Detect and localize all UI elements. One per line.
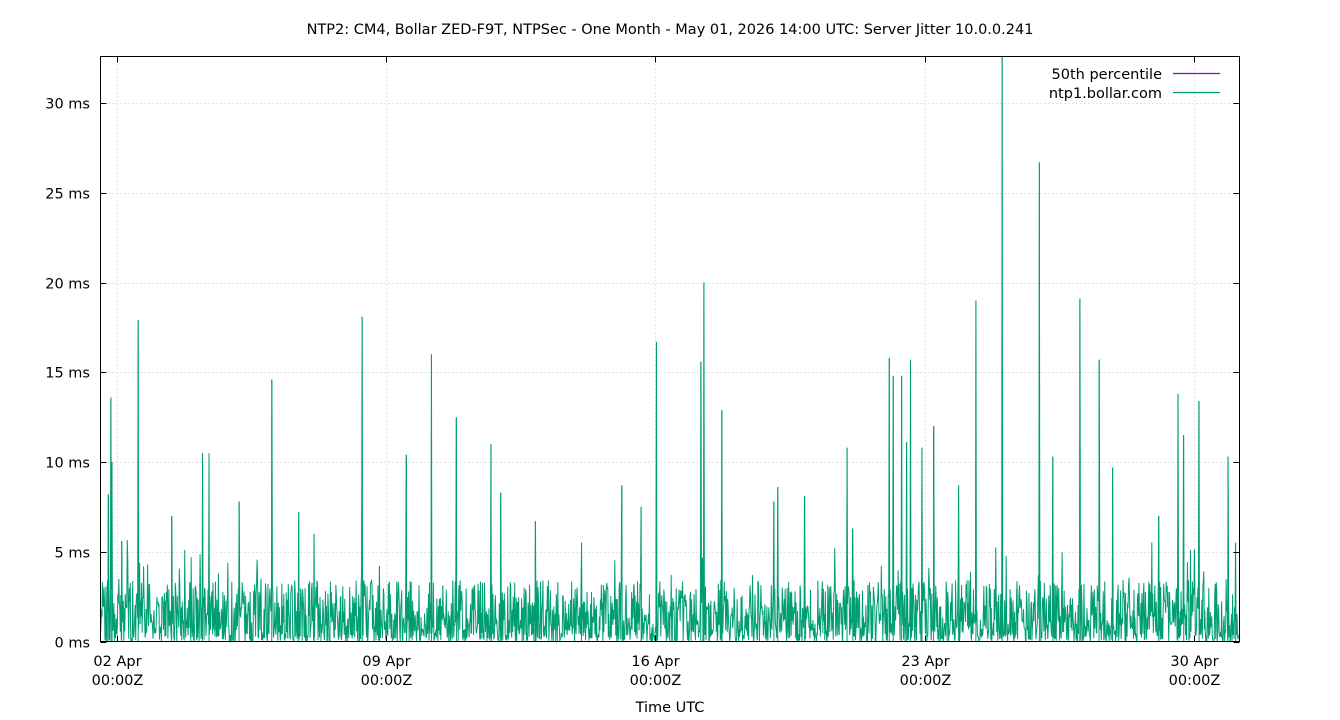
y-tick-label: 25 ms (45, 187, 90, 203)
y-tick-label: 30 ms (45, 97, 90, 113)
x-tick-label-date: 30 Apr (1170, 654, 1218, 670)
legend-label-50th-percentile: 50th percentile (1052, 67, 1163, 83)
y-tick-label: 10 ms (45, 456, 90, 472)
grid (100, 56, 1240, 642)
y-tick-label: 15 ms (45, 366, 90, 382)
x-tick-label-time: 00:00Z (1169, 673, 1221, 689)
x-tick-label-date: 02 Apr (93, 654, 141, 670)
x-tick-label-time: 00:00Z (92, 673, 144, 689)
x-axis-label: Time UTC (635, 700, 705, 716)
legend: 50th percentile ntp1.bollar.com (1049, 67, 1220, 102)
x-tick-label-date: 16 Apr (631, 654, 679, 670)
y-tick-label: 0 ms (54, 636, 90, 652)
chart-title: NTP2: CM4, Bollar ZED-F9T, NTPSec - One … (307, 22, 1034, 38)
series-line-ntp1-bollar-com (100, 56, 1240, 644)
y-tick-label: 20 ms (45, 277, 90, 293)
x-tick-label-time: 00:00Z (900, 673, 952, 689)
legend-label-ntp1-bollar-com: ntp1.bollar.com (1049, 86, 1162, 102)
x-tick-label-time: 00:00Z (361, 673, 413, 689)
x-tick-label-time: 00:00Z (630, 673, 682, 689)
x-tick-label-date: 09 Apr (362, 654, 410, 670)
y-tick-label: 5 ms (54, 546, 90, 562)
y-axis: 0 ms 5 ms 10 ms 15 ms 20 ms 25 ms 30 ms (45, 97, 1240, 652)
x-axis: 02 Apr 00:00Z 09 Apr 00:00Z 16 Apr 00:00Z 23 A… (92, 56, 1221, 689)
plot-frame (100, 56, 1240, 642)
plot-area (100, 56, 1240, 644)
x-tick-label-date: 23 Apr (901, 654, 949, 670)
